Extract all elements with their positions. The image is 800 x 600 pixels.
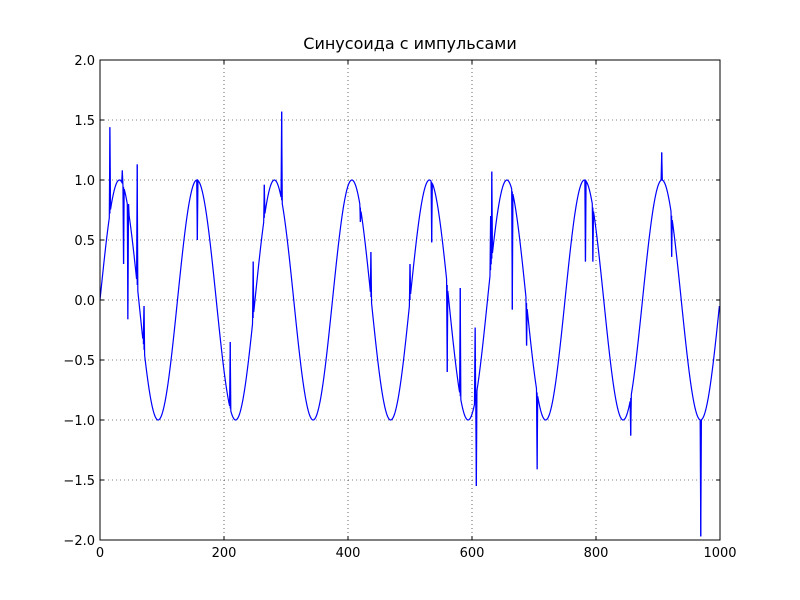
series-layer [99, 111, 720, 537]
x-tick-label: 1000 [703, 546, 736, 561]
x-tick-label: 600 [460, 546, 485, 561]
y-tick-label: −0.5 [63, 354, 95, 369]
y-tick-label: 1.5 [74, 114, 95, 129]
y-tick-label: −2.0 [63, 534, 95, 549]
grid [100, 60, 720, 540]
x-tick-label: 400 [336, 546, 361, 561]
x-tick-label: 200 [212, 546, 237, 561]
y-tick-label: −1.0 [63, 414, 95, 429]
x-tick-label: 0 [96, 546, 104, 561]
y-tick-label: 1.0 [74, 174, 95, 189]
ticks: 0 200 400 600 800 1000 −2.0 −1.5 −1.0 −0.5 0.0 0.5 1… [63, 54, 736, 561]
x-tick-label: 800 [584, 546, 609, 561]
y-tick-label: 0.5 [74, 234, 95, 249]
y-tick-label: −1.5 [63, 474, 95, 489]
y-tick-label: 0.0 [74, 294, 95, 309]
chart-title: Синусоида с импульсами [303, 34, 516, 53]
y-tick-label: 2.0 [74, 54, 95, 69]
